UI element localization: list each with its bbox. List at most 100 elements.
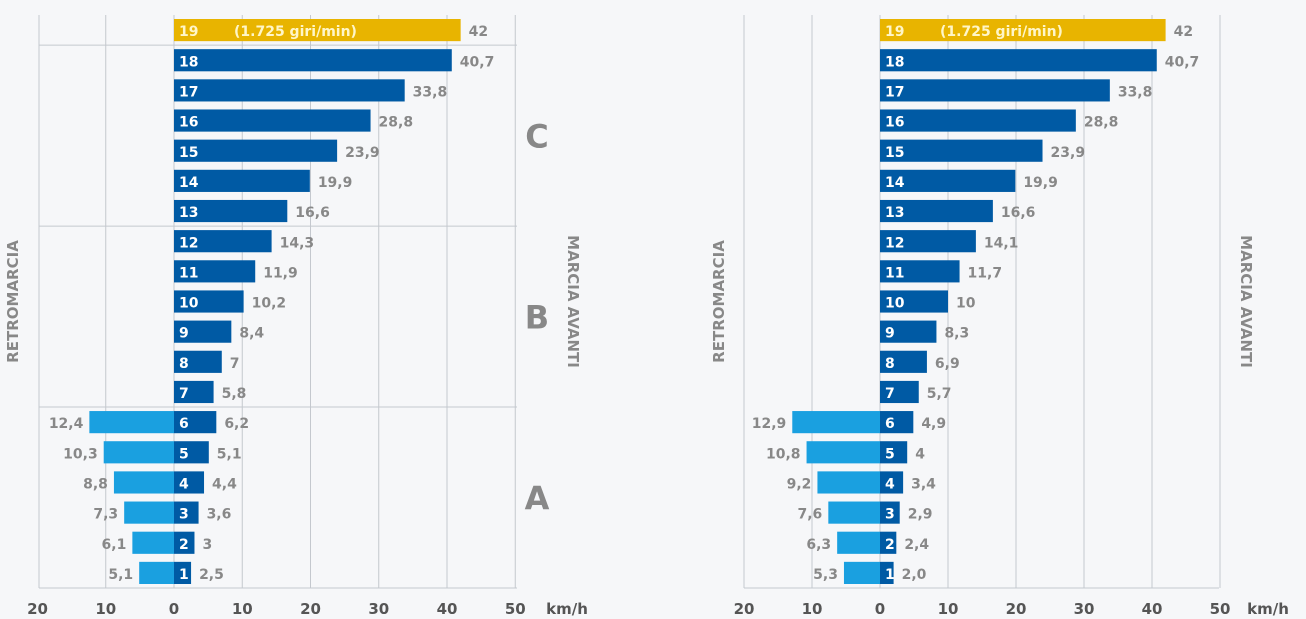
forward-bar [174, 441, 209, 464]
forward-bar [880, 320, 937, 343]
gear-number-label: 5 [885, 446, 895, 462]
gear-number-label: 16 [885, 115, 904, 131]
x-tick-label: 10 [802, 600, 823, 618]
forward-value-label: 3 [202, 537, 212, 553]
gear-number-label: 6 [885, 416, 895, 432]
forward-bar [174, 380, 214, 404]
reverse-value-label: 7,3 [93, 507, 118, 523]
forward-value-label: 10 [956, 296, 976, 312]
forward-bar [174, 169, 310, 192]
reverse-value-label: 12,9 [752, 416, 787, 432]
gear-number-label: 8 [885, 356, 895, 372]
forward-value-label: 5,8 [222, 386, 247, 402]
forward-value-label: 6,9 [935, 356, 960, 372]
gear-number-label: 12 [179, 235, 198, 251]
right-axis-label: MARCIA AVANTI [1237, 235, 1255, 368]
highlight-bar [880, 19, 1166, 42]
forward-value-label: 4 [915, 446, 925, 462]
gear-number-label: 9 [179, 326, 189, 342]
forward-value-label: 11,9 [263, 265, 298, 281]
forward-bar [174, 471, 205, 494]
forward-value-label: 4,4 [212, 477, 237, 493]
forward-bar [174, 350, 222, 373]
x-tick-label: 30 [1074, 600, 1095, 618]
x-tick-label: 50 [505, 600, 526, 618]
gear-number-label: 19 [885, 24, 904, 40]
reverse-value-label: 6,1 [102, 537, 127, 553]
gear-number-label: 10 [179, 296, 199, 312]
forward-value-label: 5,7 [927, 386, 952, 402]
reverse-value-label: 7,6 [798, 507, 823, 523]
highlight-bar [174, 19, 461, 42]
reverse-value-label: 5,3 [813, 567, 838, 583]
forward-bar [880, 109, 1076, 132]
forward-value-label: 4,9 [921, 416, 946, 432]
x-tick-label: 0 [875, 600, 885, 618]
forward-bar [880, 380, 919, 404]
reverse-value-label: 6,3 [806, 537, 831, 553]
gear-number-label: 6 [179, 416, 189, 432]
forward-bar [880, 350, 927, 373]
x-tick-label: 20 [300, 600, 321, 618]
forward-value-label: 23,9 [345, 145, 380, 161]
highlight-note: (1.725 giri/min) [234, 24, 357, 40]
forward-value-label: 2,5 [199, 567, 224, 583]
gear-number-label: 3 [179, 507, 189, 523]
gear-number-label: 17 [885, 84, 904, 100]
reverse-bar [139, 561, 174, 584]
forward-value-label: 2,9 [908, 507, 933, 523]
forward-value-label: 6,2 [224, 416, 249, 432]
forward-bar [880, 49, 1157, 72]
reverse-bar [89, 411, 174, 434]
gear-number-label: 9 [885, 326, 895, 342]
reverse-bar [132, 531, 174, 554]
gear-number-label: 4 [179, 477, 189, 493]
forward-value-label: 16,6 [1001, 205, 1036, 221]
gear-number-label: 7 [885, 386, 895, 402]
gear-number-label: 14 [179, 175, 199, 191]
reverse-bar [792, 411, 880, 434]
gear-number-label: 8 [179, 356, 189, 372]
gear-number-label: 1 [179, 567, 189, 583]
gear-number-label: 16 [179, 115, 198, 131]
forward-bar [174, 79, 405, 102]
reverse-bar [806, 441, 880, 464]
x-tick-label: 0 [169, 600, 179, 618]
reverse-value-label: 8,8 [83, 477, 108, 493]
forward-bar [880, 139, 1043, 162]
gear-number-label: 17 [179, 84, 198, 100]
forward-value-label: 3,4 [911, 477, 936, 493]
forward-bar [174, 531, 195, 554]
gear-number-label: 14 [885, 175, 905, 191]
forward-bar [174, 139, 338, 162]
highlight-note: (1.725 giri/min) [940, 24, 1063, 40]
forward-value-label: 8,4 [239, 326, 264, 342]
forward-bar [174, 411, 217, 434]
x-unit-label: km/h [1247, 600, 1289, 618]
forward-bar [880, 471, 904, 494]
group-label: B [525, 299, 549, 337]
forward-bar [174, 109, 371, 132]
gear-number-label: 15 [885, 145, 904, 161]
right-axis-label: MARCIA AVANTI [564, 235, 582, 368]
forward-bar [880, 531, 897, 554]
forward-bar [174, 260, 256, 283]
forward-bar [880, 79, 1110, 102]
forward-bar [174, 230, 272, 253]
gear-number-label: 7 [179, 386, 189, 402]
forward-value-label: 33,8 [1118, 84, 1153, 100]
x-tick-label: 20 [1006, 600, 1027, 618]
gear-number-label: 5 [179, 446, 189, 462]
reverse-bar [124, 501, 174, 524]
forward-bar [174, 501, 199, 524]
forward-bar [880, 501, 900, 524]
x-tick-label: 40 [437, 600, 458, 618]
forward-bar [880, 230, 976, 253]
forward-value-label: 5,1 [217, 446, 242, 462]
group-label: C [525, 118, 548, 156]
forward-bar [880, 260, 960, 283]
reverse-bar [113, 471, 174, 494]
x-tick-label: 40 [1142, 600, 1163, 618]
x-tick-label: 20 [734, 600, 755, 618]
